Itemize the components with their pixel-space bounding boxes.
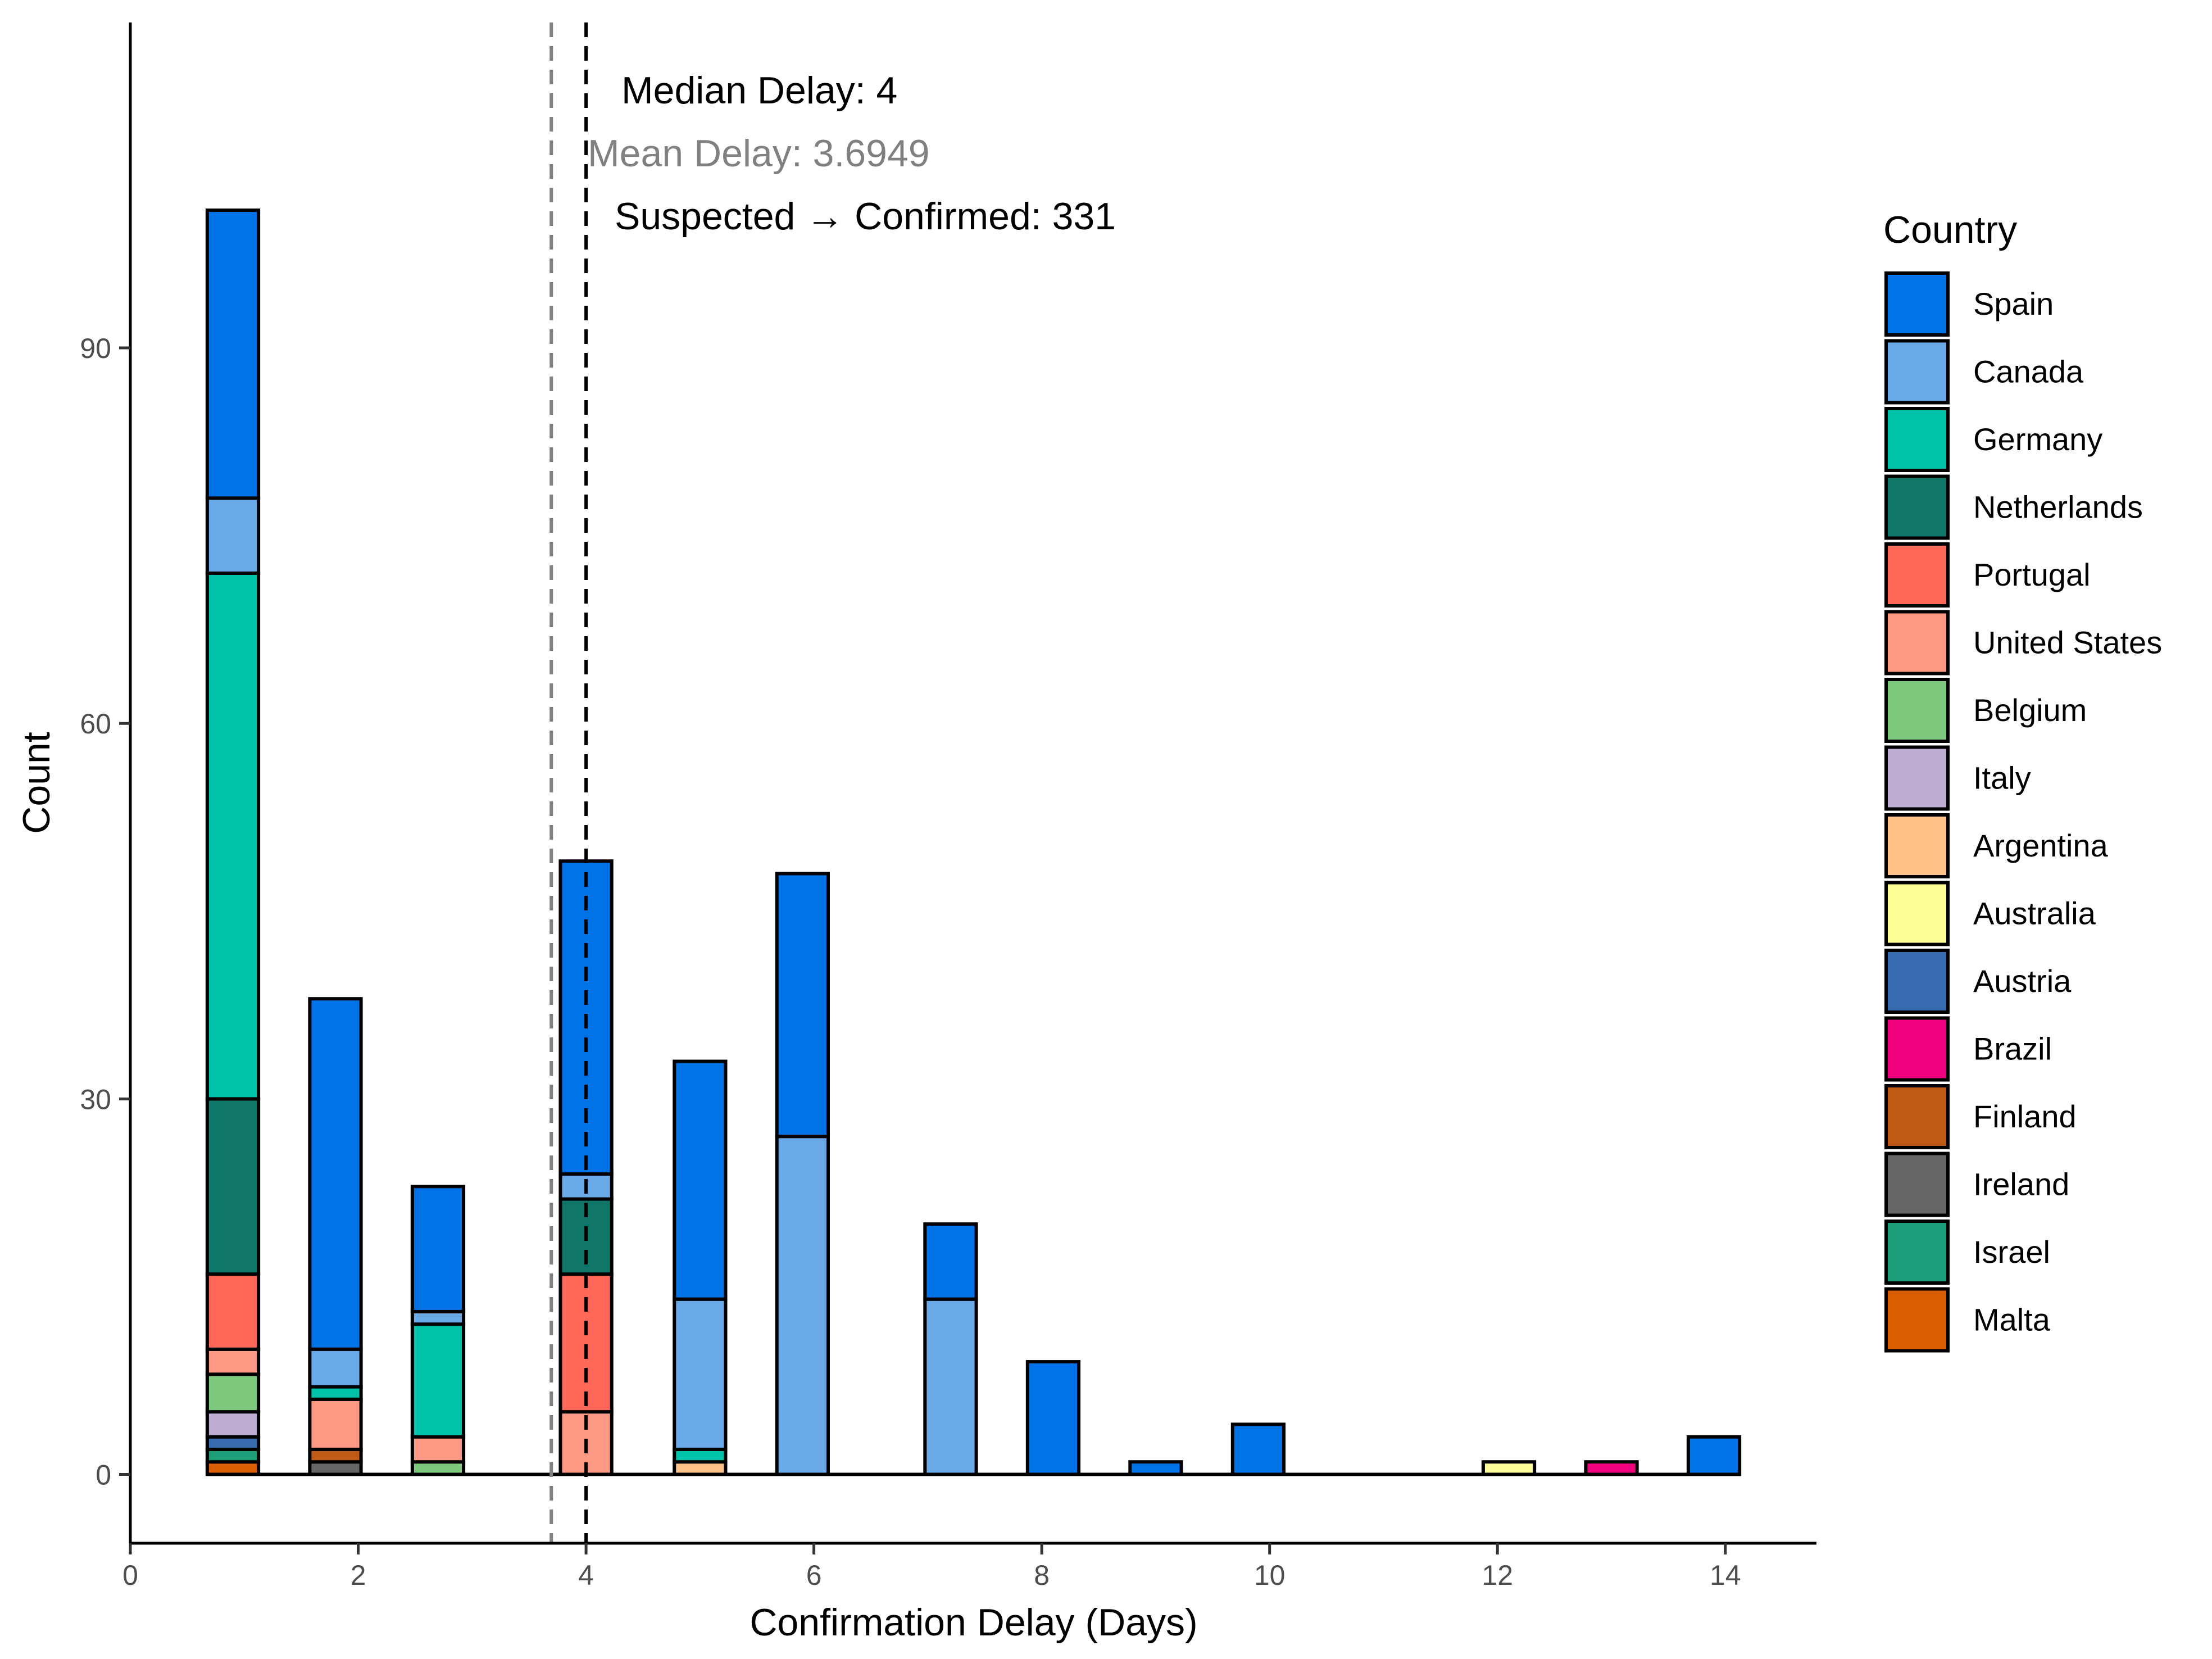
bar-segment-germany: [205, 571, 261, 1101]
bar-segment-germany: [308, 1385, 363, 1401]
bar-segment-united-states: [205, 1347, 261, 1376]
x-tick-label: 0: [122, 1560, 138, 1591]
legend-label-spain: Spain: [1973, 286, 2054, 321]
legend-label-israel: Israel: [1973, 1234, 2050, 1270]
bar-segment-spain: [673, 1059, 728, 1301]
legend-title: Country: [1883, 208, 2017, 251]
legend-label-finland: Finland: [1973, 1099, 2077, 1134]
legend-swatch-spain: [1884, 271, 1950, 337]
transition-annotation: Suspected → Confirmed: 331: [615, 195, 1116, 238]
bar-segment-belgium: [205, 1372, 261, 1414]
legend-swatch-israel: [1884, 1220, 1950, 1285]
legend-swatch-brazil: [1884, 1016, 1950, 1082]
x-tick-label: 8: [1034, 1560, 1050, 1591]
y-tick-label: 60: [80, 708, 111, 740]
legend-items: Spain Canada Germany Netherlands Portugal Uni…: [1884, 271, 2162, 1353]
legend-label-austria: Austria: [1973, 963, 2072, 999]
bar-segment-germany: [673, 1447, 728, 1464]
y-axis-title: Count: [15, 732, 58, 834]
bar-segment-argentina: [673, 1460, 728, 1476]
legend-label-malta: Malta: [1973, 1302, 2051, 1338]
y-tick-label: 90: [80, 333, 111, 364]
x-tick-label: 14: [1710, 1560, 1741, 1591]
bar-segment-finland: [308, 1447, 363, 1464]
legend-swatch-canada: [1884, 339, 1950, 405]
bar-segment-netherlands: [205, 1097, 261, 1276]
bar-segment-canada: [205, 496, 261, 575]
x-tick-label: 4: [578, 1560, 594, 1591]
legend-label-argentina: Argentina: [1973, 828, 2109, 863]
bar-segment-portugal: [205, 1272, 261, 1351]
bar-segment-australia: [1481, 1460, 1537, 1476]
y-axis-ticks: 0 30 60 90: [80, 333, 130, 1491]
legend-label-netherlands: Netherlands: [1973, 489, 2143, 525]
bar-segment-spain: [923, 1222, 978, 1301]
legend-swatch-austria: [1884, 949, 1950, 1014]
legend-label-ireland: Ireland: [1973, 1167, 2069, 1202]
bar-segment-spain: [308, 997, 363, 1351]
bar-segment-spain: [205, 208, 261, 500]
y-tick-label: 30: [80, 1084, 111, 1115]
bar-segment-belgium: [410, 1460, 466, 1476]
bar-segment-ireland: [308, 1460, 363, 1476]
bar-segment-spain: [1230, 1422, 1286, 1476]
bar-segment-austria: [205, 1435, 261, 1451]
bar-segment-spain: [1128, 1460, 1183, 1476]
bar-segment-spain: [410, 1185, 466, 1313]
bar-segment-spain: [1686, 1435, 1742, 1476]
legend: Country Spain Canada Germany Netherlands Por…: [1883, 208, 2162, 1353]
legend-swatch-germany: [1884, 407, 1950, 472]
bar-segment-spain: [1025, 1360, 1081, 1476]
bars-layer: [205, 208, 1742, 1476]
x-axis-ticks: 0 2 4 6 8 10 12 14: [122, 1543, 1741, 1591]
x-tick-label: 6: [806, 1560, 822, 1591]
legend-label-australia: Australia: [1973, 896, 2096, 931]
legend-label-united-states: United States: [1973, 625, 2162, 660]
x-tick-label: 10: [1254, 1560, 1286, 1591]
x-tick-label: 12: [1482, 1560, 1513, 1591]
bar-segment-germany: [410, 1322, 466, 1439]
legend-swatch-belgium: [1884, 678, 1950, 743]
median-annotation: Median Delay: 4: [621, 69, 897, 112]
legend-swatch-malta: [1884, 1287, 1950, 1353]
bar-segment-spain: [775, 872, 830, 1139]
reference-lines: [549, 22, 588, 1543]
bar-segment-united-states: [308, 1397, 363, 1451]
bar-segment-brazil: [1584, 1460, 1639, 1476]
x-axis-title: Confirmation Delay (Days): [750, 1601, 1197, 1644]
legend-label-canada: Canada: [1973, 354, 2084, 389]
legend-label-portugal: Portugal: [1973, 557, 2091, 592]
bar-segment-israel: [205, 1447, 261, 1464]
legend-swatch-finland: [1884, 1084, 1950, 1149]
bar-segment-canada: [410, 1309, 466, 1326]
legend-label-brazil: Brazil: [1973, 1031, 2052, 1067]
legend-label-italy: Italy: [1973, 760, 2031, 796]
mean-annotation: Mean Delay: 3.6949: [588, 132, 930, 175]
bar-segment-united-states: [410, 1435, 466, 1464]
bar-segment-malta: [205, 1460, 261, 1476]
legend-label-belgium: Belgium: [1973, 692, 2087, 728]
legend-swatch-netherlands: [1884, 474, 1950, 540]
legend-swatch-united-states: [1884, 610, 1950, 676]
x-tick-label: 2: [351, 1560, 366, 1591]
legend-swatch-ireland: [1884, 1152, 1950, 1217]
legend-label-germany: Germany: [1973, 421, 2102, 457]
y-tick-label: 0: [96, 1459, 111, 1491]
bar-segment-canada: [775, 1135, 830, 1476]
bar-segment-italy: [205, 1410, 261, 1439]
legend-swatch-argentina: [1884, 813, 1950, 878]
legend-swatch-australia: [1884, 881, 1950, 946]
bar-segment-portugal: [558, 1272, 614, 1414]
legend-swatch-portugal: [1884, 542, 1950, 608]
bar-segment-canada: [923, 1297, 978, 1476]
legend-swatch-italy: [1884, 745, 1950, 811]
bar-segment-canada: [308, 1347, 363, 1389]
bar-segment-canada: [673, 1297, 728, 1451]
